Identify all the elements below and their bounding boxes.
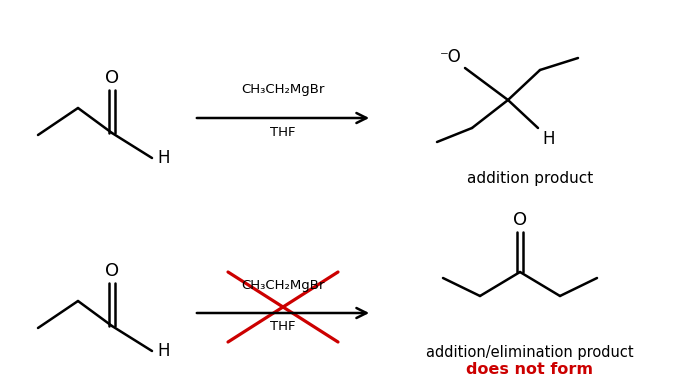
Text: CH₃CH₂MgBr: CH₃CH₂MgBr — [241, 278, 325, 292]
Text: O: O — [105, 69, 119, 87]
Text: H: H — [542, 130, 555, 148]
Text: ⁻O: ⁻O — [440, 48, 462, 66]
Text: O: O — [105, 262, 119, 280]
Text: does not form: does not form — [466, 362, 594, 377]
Text: H: H — [157, 149, 170, 167]
Text: THF: THF — [270, 321, 296, 334]
Text: addition product: addition product — [467, 170, 593, 185]
Text: addition/elimination product: addition/elimination product — [426, 346, 634, 361]
Text: THF: THF — [270, 126, 296, 138]
Text: CH₃CH₂MgBr: CH₃CH₂MgBr — [241, 84, 325, 97]
Text: H: H — [157, 342, 170, 360]
Text: O: O — [513, 211, 527, 229]
